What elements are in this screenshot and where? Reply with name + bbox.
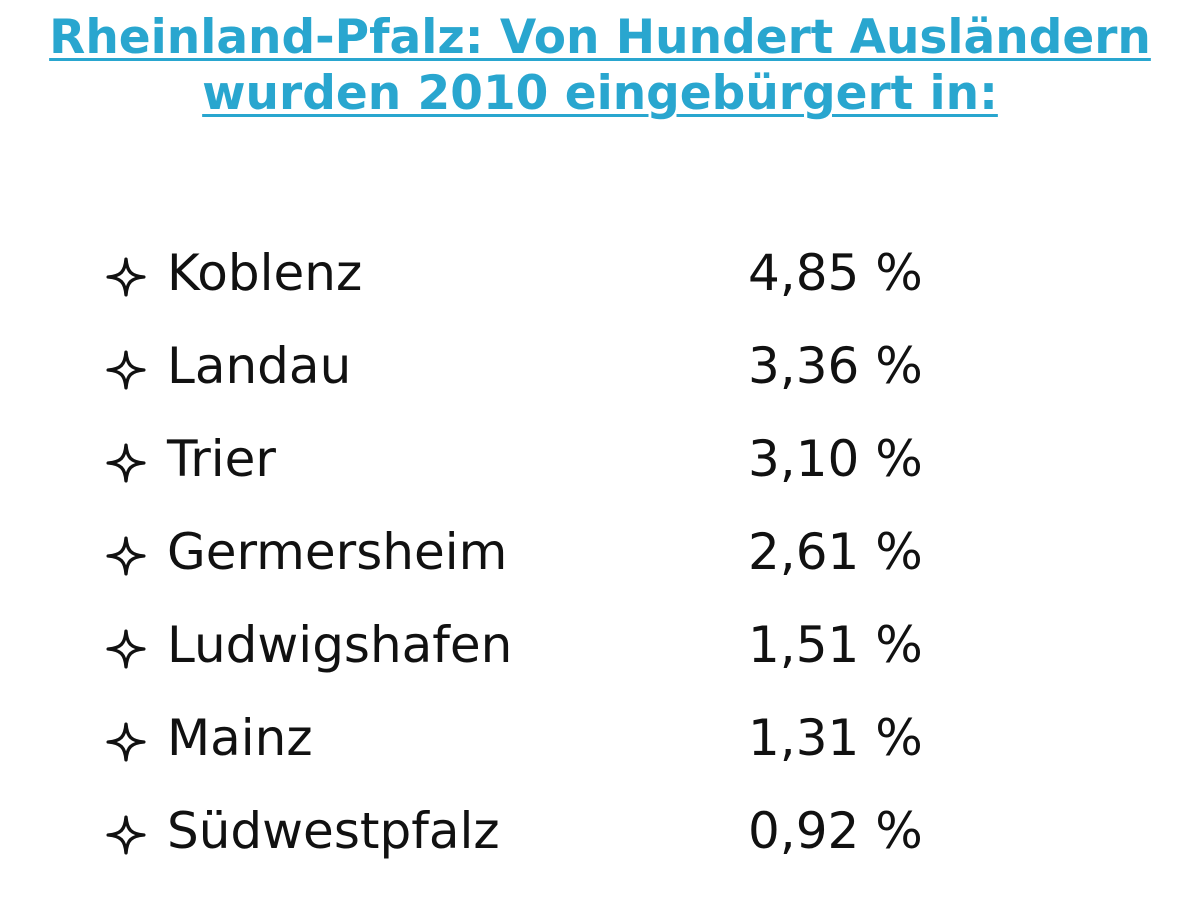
region-value: 1,51 %	[748, 616, 923, 674]
star-bullet-icon	[106, 536, 146, 576]
star-bullet-icon	[106, 629, 146, 669]
star-bullet-icon	[106, 350, 146, 390]
region-name: Südwestpfalz	[167, 802, 500, 860]
region-name: Landau	[167, 337, 352, 395]
title-line-2: wurden 2010 eingebürgert in:	[202, 66, 998, 121]
star-bullet-icon	[106, 722, 146, 762]
list-item: Ludwigshafen 1,51 %	[105, 610, 965, 703]
naturalization-list: Koblenz 4,85 % Landau 3,36 % Trier 3,10 …	[105, 238, 965, 889]
region-name: Trier	[167, 430, 276, 488]
title-line-1: Rheinland-Pfalz: Von Hundert Ausländern	[49, 10, 1151, 65]
page-title: Rheinland-Pfalz: Von Hundert Ausländern …	[0, 10, 1200, 122]
star-bullet-icon	[106, 443, 146, 483]
region-name: Mainz	[167, 709, 313, 767]
list-item: Südwestpfalz 0,92 %	[105, 796, 965, 889]
list-item: Germersheim 2,61 %	[105, 517, 965, 610]
list-item: Mainz 1,31 %	[105, 703, 965, 796]
list-item: Trier 3,10 %	[105, 424, 965, 517]
region-name: Germersheim	[167, 523, 508, 581]
region-value: 3,36 %	[748, 337, 923, 395]
region-name: Ludwigshafen	[167, 616, 513, 674]
region-value: 3,10 %	[748, 430, 923, 488]
region-value: 1,31 %	[748, 709, 923, 767]
region-value: 0,92 %	[748, 802, 923, 860]
region-value: 2,61 %	[748, 523, 923, 581]
list-item: Koblenz 4,85 %	[105, 238, 965, 331]
star-bullet-icon	[106, 257, 146, 297]
star-bullet-icon	[106, 815, 146, 855]
list-item: Landau 3,36 %	[105, 331, 965, 424]
region-value: 4,85 %	[748, 244, 923, 302]
region-name: Koblenz	[167, 244, 363, 302]
